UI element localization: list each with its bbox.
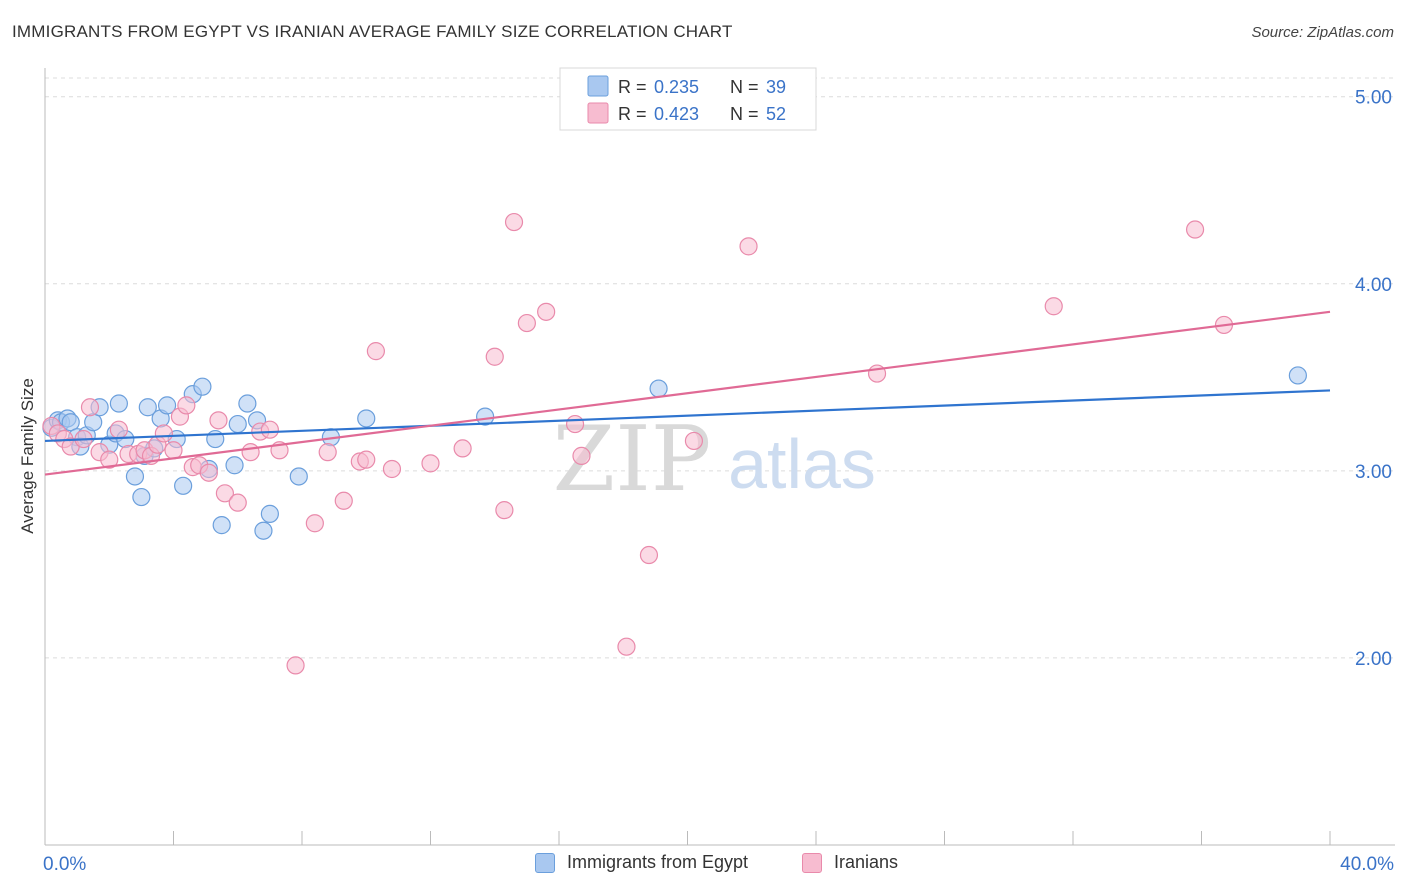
point-iran <box>215 484 234 503</box>
legend-top: R = 0.235 N = 39 R = 0.423 N = 52 <box>559 67 817 131</box>
point-egypt <box>289 467 308 486</box>
legend-swatch-iran <box>587 102 609 124</box>
point-iran <box>495 501 514 520</box>
y-tick-label: 3.00 <box>1355 462 1392 483</box>
chart-title: IMMIGRANTS FROM EGYPT VS IRANIAN AVERAGE… <box>12 22 733 41</box>
point-iran <box>639 545 659 565</box>
point-iran <box>485 347 504 366</box>
point-iran <box>572 446 591 465</box>
watermark-atlas: atlas <box>728 425 876 503</box>
gridlines <box>45 77 1395 659</box>
legend-n-label-iran: N = <box>730 104 759 124</box>
point-egypt <box>228 414 247 434</box>
legend-label-egypt: Immigrants from Egypt <box>567 852 749 872</box>
point-iran <box>1044 297 1063 316</box>
data-points <box>42 212 1307 675</box>
watermark: ZIP atlas <box>553 407 876 512</box>
point-iran <box>334 491 353 510</box>
point-iran <box>305 514 324 533</box>
point-iran <box>318 443 337 462</box>
y-tick-label: 4.00 <box>1355 275 1392 296</box>
source-label: Source: ZipAtlas.com <box>1251 24 1394 41</box>
point-egypt <box>254 521 273 540</box>
point-egypt <box>260 504 279 523</box>
point-iran <box>100 450 119 469</box>
point-iran <box>80 398 100 417</box>
point-iran <box>199 463 218 482</box>
trend-line-iran <box>44 310 1331 476</box>
point-egypt <box>109 394 128 413</box>
point-egypt <box>225 456 244 475</box>
legend-label-iran: Iranians <box>834 852 899 872</box>
x-tick-label: 0.0% <box>43 854 86 875</box>
trend-lines <box>44 310 1331 476</box>
point-iran <box>109 420 128 439</box>
point-iran <box>537 302 556 321</box>
x-tick-label: 40.0% <box>1340 854 1394 875</box>
y-tick-label: 2.00 <box>1355 649 1392 670</box>
legend-swatch-egypt <box>587 75 609 97</box>
legend-r-label-egypt: R = <box>618 77 647 97</box>
point-egypt <box>357 409 376 428</box>
point-iran <box>617 637 636 656</box>
point-iran <box>357 450 376 469</box>
point-iran <box>154 424 173 443</box>
point-iran <box>504 212 524 232</box>
legend-n-value-egypt: 39 <box>766 77 786 97</box>
point-egypt <box>1288 366 1307 385</box>
point-iran <box>517 313 536 333</box>
legend-r-value-egypt: 0.235 <box>654 77 699 97</box>
point-iran <box>209 411 228 430</box>
legend-bottom: Immigrants from Egypt Iranians <box>0 850 1406 880</box>
point-egypt <box>125 467 145 486</box>
point-iran <box>164 441 183 460</box>
legend-item-iran[interactable]: Iranians <box>802 852 898 873</box>
point-egypt <box>174 476 193 495</box>
point-iran <box>421 454 440 473</box>
legend-n-value-iran: 52 <box>766 104 786 124</box>
point-egypt <box>132 487 151 507</box>
point-iran <box>565 414 585 434</box>
trend-line-egypt <box>44 389 1331 443</box>
legend-item-egypt[interactable]: Immigrants from Egypt <box>535 852 748 873</box>
point-iran <box>286 656 305 675</box>
point-iran <box>684 431 704 451</box>
axes <box>44 68 1395 846</box>
point-egypt <box>649 379 668 398</box>
point-iran <box>177 396 196 415</box>
legend-swatch-iran-bottom <box>802 852 822 873</box>
legend-r-label-iran: R = <box>618 104 647 124</box>
legend-n-label-egypt: N = <box>730 77 759 97</box>
point-iran <box>382 459 402 479</box>
x-tick-labels: 0.0% 40.0% <box>43 854 1394 875</box>
legend-swatch-egypt-bottom <box>535 852 555 873</box>
point-iran <box>241 443 260 462</box>
point-egypt <box>157 396 177 415</box>
legend-r-value-iran: 0.423 <box>654 104 699 124</box>
y-tick-label: 5.00 <box>1355 88 1392 109</box>
y-tick-labels: 2.00 3.00 4.00 5.00 <box>1355 88 1392 670</box>
point-egypt <box>238 394 257 413</box>
point-egypt <box>212 516 231 535</box>
point-egypt <box>138 398 157 417</box>
point-egypt <box>193 377 212 396</box>
point-iran <box>228 493 247 512</box>
point-iran <box>1185 220 1205 239</box>
point-iran <box>366 342 385 361</box>
point-egypt <box>476 407 495 426</box>
point-iran <box>260 420 279 439</box>
point-iran <box>739 237 758 256</box>
point-iran <box>453 439 472 458</box>
point-egypt <box>61 413 80 432</box>
